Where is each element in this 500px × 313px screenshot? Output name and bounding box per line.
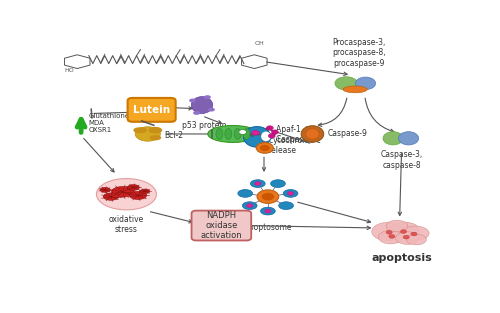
Ellipse shape	[398, 132, 418, 145]
Ellipse shape	[208, 108, 215, 111]
Text: Bcl-2: Bcl-2	[164, 131, 183, 140]
Ellipse shape	[234, 129, 241, 139]
Circle shape	[257, 190, 278, 203]
Circle shape	[265, 209, 271, 213]
Text: OH: OH	[254, 41, 264, 46]
Circle shape	[389, 234, 395, 238]
Ellipse shape	[128, 185, 140, 190]
Ellipse shape	[192, 97, 212, 114]
Circle shape	[254, 182, 261, 186]
Ellipse shape	[130, 191, 146, 199]
Ellipse shape	[150, 135, 161, 140]
Ellipse shape	[301, 126, 324, 142]
Ellipse shape	[283, 190, 298, 197]
Text: NADPH
oxidase
activation: NADPH oxidase activation	[200, 211, 242, 240]
Circle shape	[288, 192, 294, 195]
Ellipse shape	[244, 127, 270, 147]
Ellipse shape	[383, 132, 403, 145]
Ellipse shape	[262, 139, 268, 146]
FancyBboxPatch shape	[192, 211, 251, 240]
Text: apoptosome: apoptosome	[244, 223, 292, 232]
Ellipse shape	[96, 178, 156, 210]
Ellipse shape	[189, 99, 196, 102]
Text: HO: HO	[65, 68, 74, 73]
Ellipse shape	[112, 187, 134, 197]
Ellipse shape	[372, 223, 404, 241]
Ellipse shape	[356, 77, 376, 90]
Text: Caspase-3,
caspase-8: Caspase-3, caspase-8	[380, 150, 422, 170]
Ellipse shape	[140, 189, 149, 193]
Text: Glutathione
MDA
OXSR1: Glutathione MDA OXSR1	[89, 113, 130, 133]
Ellipse shape	[401, 226, 429, 240]
Ellipse shape	[242, 202, 257, 209]
Text: Lutein: Lutein	[133, 105, 170, 115]
Ellipse shape	[225, 129, 232, 139]
Ellipse shape	[378, 230, 403, 244]
Circle shape	[386, 230, 392, 234]
Circle shape	[246, 204, 253, 208]
Ellipse shape	[104, 193, 118, 200]
Text: p53 protein: p53 protein	[182, 121, 226, 130]
Ellipse shape	[261, 131, 271, 141]
Circle shape	[260, 145, 270, 151]
Ellipse shape	[204, 95, 211, 99]
Ellipse shape	[278, 202, 293, 209]
Ellipse shape	[238, 190, 252, 197]
Circle shape	[239, 130, 246, 135]
Circle shape	[403, 235, 409, 239]
FancyBboxPatch shape	[128, 98, 176, 122]
Ellipse shape	[335, 77, 357, 90]
Ellipse shape	[135, 127, 160, 141]
Ellipse shape	[250, 180, 265, 187]
Ellipse shape	[100, 187, 110, 192]
Ellipse shape	[306, 129, 319, 139]
Text: apoptosis: apoptosis	[371, 253, 432, 263]
Ellipse shape	[193, 111, 200, 115]
Circle shape	[256, 143, 274, 153]
Ellipse shape	[260, 207, 275, 215]
Ellipse shape	[386, 220, 408, 232]
Text: Procaspase-3,
procaspase-8,
procaspase-9: Procaspase-3, procaspase-8, procaspase-9	[332, 38, 386, 68]
Ellipse shape	[216, 129, 223, 139]
Ellipse shape	[208, 126, 258, 142]
Circle shape	[266, 126, 274, 130]
Circle shape	[252, 130, 260, 135]
Text: cytochrome c
release: cytochrome c release	[268, 136, 320, 155]
Circle shape	[262, 193, 274, 201]
Text: Caspase-9: Caspase-9	[327, 129, 367, 138]
Ellipse shape	[148, 127, 162, 134]
Circle shape	[400, 230, 406, 233]
Circle shape	[272, 130, 278, 134]
Ellipse shape	[390, 222, 420, 239]
Text: Apaf-1 +
Caspase 9: Apaf-1 + Caspase 9	[276, 125, 316, 144]
Ellipse shape	[243, 129, 250, 139]
Ellipse shape	[406, 234, 426, 245]
Ellipse shape	[270, 180, 285, 187]
Circle shape	[268, 134, 275, 138]
Ellipse shape	[396, 232, 419, 244]
Ellipse shape	[343, 86, 367, 93]
Circle shape	[411, 232, 417, 236]
Ellipse shape	[134, 127, 147, 133]
Text: oxidative
stress: oxidative stress	[109, 215, 144, 234]
